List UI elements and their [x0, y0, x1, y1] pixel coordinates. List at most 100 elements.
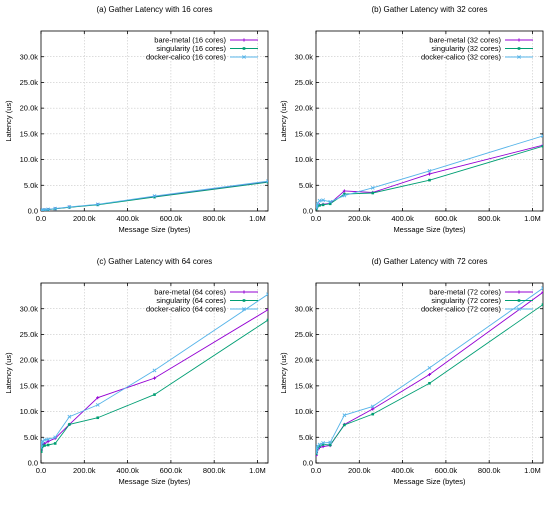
data-point	[41, 445, 44, 450]
legend-label: singularity (16 cores)	[156, 44, 226, 53]
x-axis-label: Message Size (bytes)	[393, 477, 466, 486]
x-tick-label: 200.0k	[348, 214, 371, 223]
y-tick-label: 25.0k	[20, 78, 39, 87]
data-point	[46, 443, 50, 447]
y-tick-label: 25.0k	[295, 78, 314, 87]
legend-label: docker-calico (32 cores)	[421, 53, 502, 62]
x-tick-label: 0.0	[311, 214, 321, 223]
y-tick-label: 20.0k	[295, 356, 314, 365]
data-point	[370, 185, 375, 190]
data-point	[371, 412, 375, 416]
y-tick-label: 15.0k	[295, 129, 314, 138]
legend-label: singularity (64 cores)	[156, 296, 226, 305]
data-point	[427, 168, 432, 173]
legend-label: docker-calico (72 cores)	[421, 305, 502, 314]
data-point	[95, 402, 100, 407]
plot-frame	[40, 30, 269, 212]
y-axis-label: Latency (us)	[4, 352, 13, 394]
data-point	[41, 450, 43, 453]
data-point	[321, 198, 326, 203]
legend-label: singularity (32 cores)	[431, 44, 501, 53]
y-tick-label: 15.0k	[295, 381, 314, 390]
x-tick-label: 400.0k	[391, 466, 414, 475]
data-point	[96, 416, 100, 420]
x-tick-label: 400.0k	[116, 214, 139, 223]
y-tick-label: 20.0k	[20, 356, 39, 365]
data-point	[53, 206, 58, 211]
data-point	[317, 198, 322, 203]
data-point	[328, 440, 333, 445]
y-axis-label: Latency (us)	[279, 100, 288, 142]
legend-marker	[242, 55, 246, 59]
x-tick-label: 800.0k	[478, 214, 501, 223]
series-line-1	[316, 144, 543, 209]
x-axis-label: Message Size (bytes)	[393, 225, 466, 234]
data-point	[428, 381, 431, 385]
data-point	[96, 396, 100, 400]
x-axis-label: Message Size (bytes)	[118, 477, 191, 486]
legend-marker	[517, 307, 521, 311]
legend-label: bare-metal (16 cores)	[154, 36, 226, 45]
y-tick-label: 0.0	[303, 207, 313, 216]
data-point	[541, 303, 543, 306]
panel-title: (c) Gather Latency with 64 cores	[97, 257, 213, 266]
chart-panel-3: (c) Gather Latency with 64 cores 0.0 5.0k 1…	[4, 257, 269, 486]
legend-marker	[517, 47, 521, 50]
y-tick-label: 10.0k	[295, 155, 314, 164]
x-tick-label: 200.0k	[73, 466, 96, 475]
x-tick-label: 1.0M	[524, 214, 541, 223]
legend-marker	[242, 47, 246, 50]
x-tick-label: 0.0	[36, 214, 46, 223]
x-tick-label: 600.0k	[160, 466, 183, 475]
data-point	[428, 178, 431, 182]
plot-frame	[40, 282, 269, 464]
data-point	[317, 442, 322, 447]
legend-label: docker-calico (64 cores)	[146, 305, 227, 314]
y-tick-label: 5.0k	[299, 433, 313, 442]
data-point	[316, 450, 319, 455]
data-point	[371, 191, 375, 195]
panel-title: (d) Gather Latency with 72 cores	[371, 257, 487, 266]
y-tick-label: 10.0k	[20, 155, 39, 164]
data-point	[541, 286, 543, 291]
data-point	[342, 193, 347, 198]
data-point	[343, 192, 346, 196]
data-point	[321, 441, 326, 445]
data-point	[343, 423, 346, 427]
data-point	[427, 172, 432, 176]
data-point	[427, 372, 432, 377]
data-point	[152, 194, 157, 199]
y-tick-label: 30.0k	[295, 304, 314, 313]
data-point	[95, 202, 100, 207]
data-point	[541, 290, 543, 294]
data-point	[541, 144, 543, 148]
data-point	[67, 414, 72, 419]
legend-marker	[242, 38, 246, 42]
data-point	[153, 195, 156, 199]
legend-marker	[242, 290, 246, 294]
data-point	[318, 204, 321, 207]
legend-label: singularity (72 cores)	[431, 296, 501, 305]
data-point	[67, 204, 72, 209]
data-point	[316, 446, 320, 449]
legend-marker	[517, 38, 521, 42]
legend-marker	[517, 299, 521, 302]
data-point	[266, 318, 268, 322]
y-tick-label: 25.0k	[295, 330, 314, 339]
x-tick-label: 600.0k	[435, 214, 458, 223]
data-point	[316, 449, 318, 453]
y-tick-label: 0.0	[28, 459, 38, 468]
y-tick-label: 5.0k	[24, 433, 38, 442]
y-tick-label: 0.0	[28, 207, 38, 216]
y-tick-label: 10.0k	[20, 407, 39, 416]
data-point	[43, 444, 46, 447]
data-point	[68, 423, 71, 426]
x-tick-label: 800.0k	[203, 214, 226, 223]
legend-marker	[517, 55, 521, 59]
legend-marker	[517, 290, 521, 294]
data-point	[371, 407, 375, 411]
y-tick-label: 25.0k	[20, 330, 39, 339]
x-tick-label: 0.0	[311, 466, 321, 475]
